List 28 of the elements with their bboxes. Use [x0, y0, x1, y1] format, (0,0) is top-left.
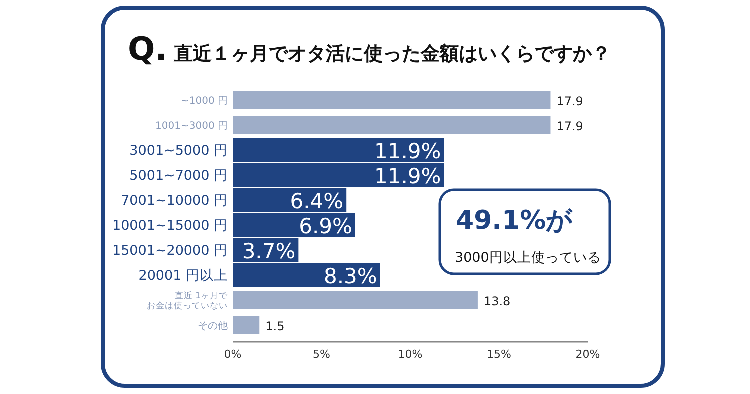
annotation: 49.1%が	[456, 206, 574, 236]
y-tick-label: 3001~5000 円	[130, 143, 228, 160]
data-label: 17.9	[556, 94, 584, 108]
data-label: 6.4%	[290, 190, 344, 214]
data-label: 13.8	[484, 294, 511, 308]
x-tick-label: 15%	[487, 348, 512, 361]
x-tick-label: 5%	[313, 348, 330, 361]
data-label: 11.9%	[374, 140, 442, 164]
data-label: 17.9	[556, 120, 584, 134]
x-tick-label: 20%	[576, 348, 600, 361]
data-label: 3.7%	[242, 240, 296, 264]
y-tick-label: 10001~15000 円	[112, 218, 228, 234]
x-tick-label: 10%	[398, 348, 423, 361]
x-tick-label: 0%	[224, 348, 242, 361]
y-tick-label: ~1000 円	[180, 96, 228, 107]
chart-title: Q. 直近１ヶ月でオタ活に使った金額はいくらですか？	[128, 30, 611, 68]
y-tick-label: 5001~7000 円	[130, 168, 228, 184]
data-label: 1.5	[266, 320, 285, 334]
annotation: 3000円以上使っている	[455, 250, 602, 266]
y-tick-label: その他	[198, 320, 228, 332]
y-tick-label: 7001~10000 円	[121, 193, 228, 210]
y-tick-label: 20001 円以上	[138, 268, 228, 284]
data-label: 11.9%	[374, 164, 442, 188]
y-tick-label: 1001~3000 円	[156, 121, 228, 132]
data-label: 6.9%	[299, 214, 352, 238]
y-tick-label: 15001~20000 円	[112, 243, 228, 260]
y-tick-label: 直近 1ヶ月でお金は使っていない	[147, 290, 229, 312]
data-label: 8.3%	[324, 264, 378, 288]
